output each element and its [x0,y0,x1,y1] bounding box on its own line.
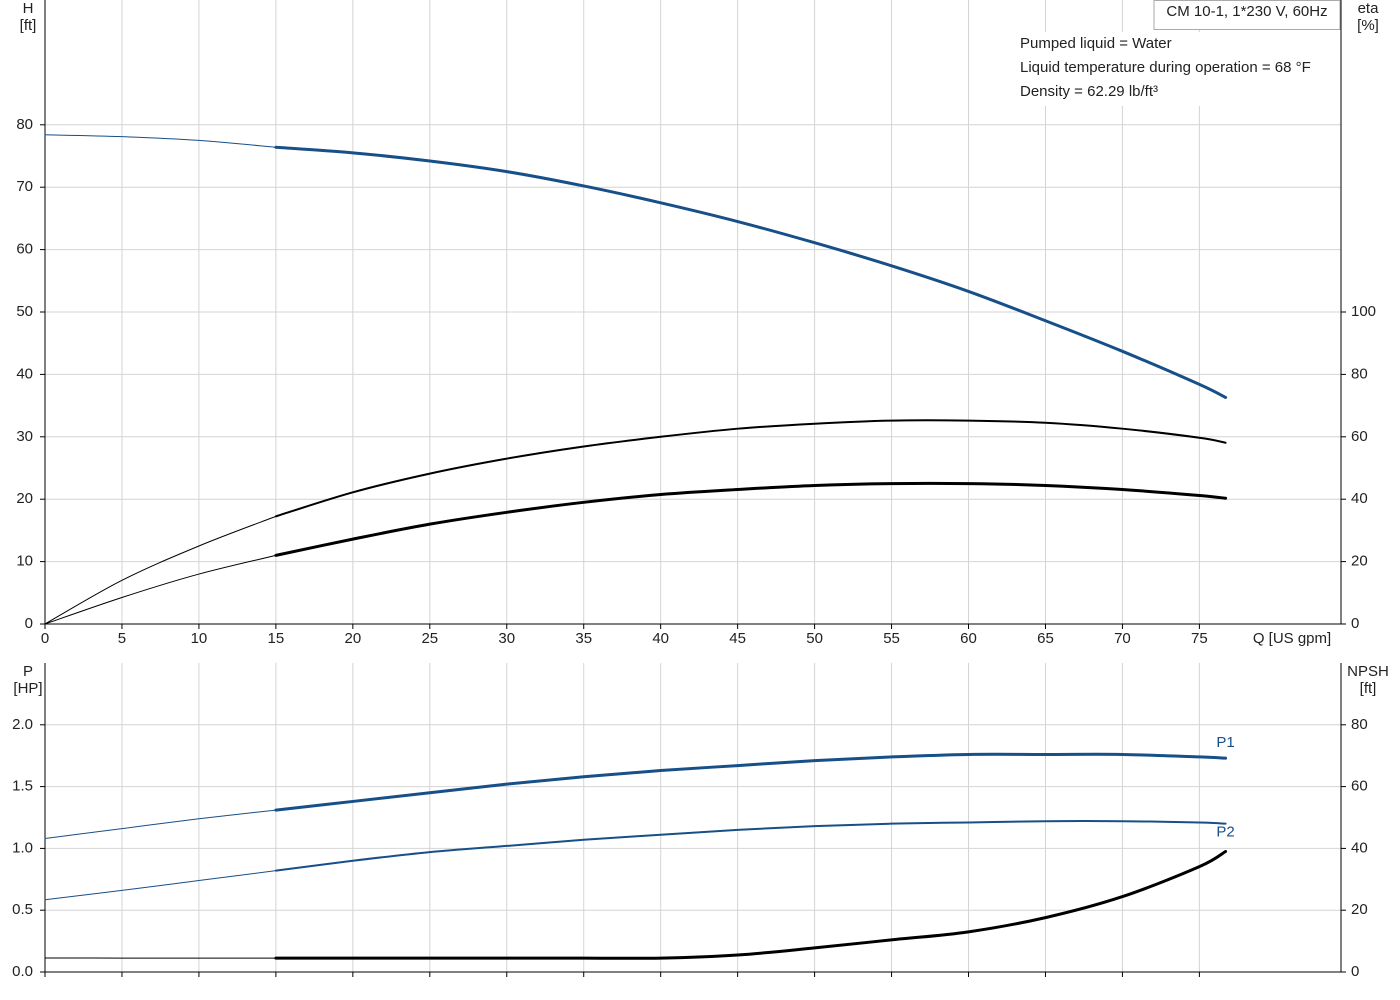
y-tick-label: 20 [16,490,33,507]
y-tick-label: 2.0 [12,716,33,733]
y2-axis-unit: [ft] [1360,680,1377,697]
x-tick-label: 20 [344,630,361,647]
y2-tick-label: 0 [1351,963,1359,980]
y-axis-label: P [23,663,33,680]
annotation-background [1015,32,1337,106]
series-line [274,145,1228,399]
y2-axis-label: eta [1358,0,1380,17]
y-tick-label: 1.5 [12,778,33,795]
x-tick-label: 25 [421,630,438,647]
x-tick-label: 5 [118,630,126,647]
annotation: Density = 62.29 lb/ft³ [1020,83,1158,100]
series-line-extension [44,515,277,625]
y2-tick-label: 60 [1351,428,1368,445]
x-tick-label: 65 [1037,630,1054,647]
series-line-extension [44,809,277,840]
x-tick-label: 50 [806,630,823,647]
series-line-extension [44,870,277,901]
y-axis-unit: [HP] [13,680,42,697]
series-line [274,849,1228,960]
x-tick-label: 55 [883,630,900,647]
y2-tick-label: 80 [1351,716,1368,733]
y-tick-label: 1.0 [12,839,33,856]
y-tick-label: 60 [16,241,33,258]
x-tick-label: 10 [191,630,208,647]
series-line [274,820,1227,872]
y-tick-label: 0 [25,615,33,632]
y-tick-label: 40 [16,365,33,382]
y-axis-label: H [23,0,34,17]
series-line [274,481,1228,557]
x-tick-label: 35 [575,630,592,647]
y2-tick-label: 0 [1351,615,1359,632]
x-tick-label: 40 [652,630,669,647]
y-tick-label: 30 [16,428,33,445]
annotation-box [1153,0,1341,30]
y2-tick-label: 40 [1351,490,1368,507]
x-axis-label: Q [US gpm] [1253,630,1331,647]
y-tick-label: 0.5 [12,901,33,918]
y-tick-label: 80 [16,116,33,133]
y2-tick-label: 100 [1351,303,1376,320]
y2-tick-label: 40 [1351,839,1368,856]
x-tick-label: 75 [1191,630,1208,647]
x-tick-label: 60 [960,630,977,647]
y-tick-label: 0.0 [12,963,33,980]
x-tick-label: 30 [498,630,515,647]
series-line-extension [44,134,277,148]
x-tick-label: 45 [729,630,746,647]
series-label: P2 [1216,824,1234,841]
y-tick-label: 50 [16,303,33,320]
y2-tick-label: 20 [1351,901,1368,918]
y-tick-label: 10 [16,553,33,570]
annotation-box-text: CM 10-1, 1*230 V, 60Hz [1166,3,1327,20]
series-line [274,419,1227,518]
series-line-extension [44,554,277,625]
y-tick-label: 70 [16,178,33,195]
x-tick-label: 70 [1114,630,1131,647]
y2-tick-label: 20 [1351,553,1368,570]
y2-axis-label: NPSH [1347,663,1389,680]
annotation: Pumped liquid = Water [1020,35,1172,52]
series-label: P1 [1216,734,1234,751]
y2-tick-label: 80 [1351,365,1368,382]
x-tick-label: 0 [41,630,49,647]
x-tick-label: 15 [268,630,285,647]
y-axis-unit: [ft] [20,17,37,34]
y2-axis-unit: [%] [1357,17,1379,34]
y2-tick-label: 60 [1351,778,1368,795]
annotation: Liquid temperature during operation = 68… [1020,59,1311,76]
series-line [274,752,1228,812]
